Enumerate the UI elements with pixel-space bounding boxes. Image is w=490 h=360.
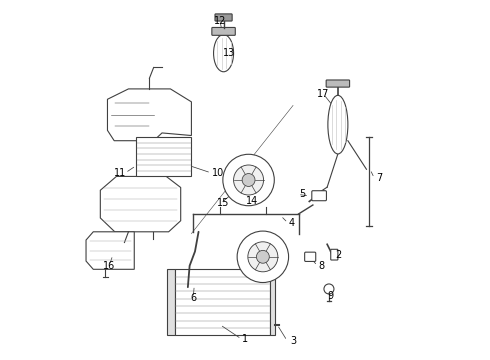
Circle shape (242, 174, 255, 186)
FancyBboxPatch shape (305, 252, 316, 261)
Text: 7: 7 (376, 173, 382, 183)
Bar (270, 269, 275, 336)
Text: 15: 15 (218, 198, 230, 208)
FancyBboxPatch shape (212, 27, 235, 35)
Text: 1: 1 (242, 334, 248, 344)
Circle shape (237, 231, 289, 283)
Text: 13: 13 (223, 48, 235, 58)
Ellipse shape (214, 35, 234, 72)
Ellipse shape (328, 95, 348, 154)
Text: 3: 3 (290, 336, 296, 346)
Circle shape (324, 284, 334, 294)
Text: 10: 10 (212, 168, 224, 178)
Text: 9: 9 (328, 291, 334, 301)
Text: 2: 2 (335, 250, 341, 260)
FancyBboxPatch shape (326, 80, 349, 87)
Circle shape (248, 242, 278, 272)
Polygon shape (86, 232, 134, 269)
Text: 14: 14 (246, 197, 258, 206)
Bar (136, 137, 192, 176)
FancyBboxPatch shape (312, 191, 326, 201)
Text: 6: 6 (190, 293, 196, 303)
Text: 11: 11 (114, 168, 126, 178)
Text: 16: 16 (103, 261, 115, 271)
Bar (168, 269, 175, 336)
Text: 12: 12 (214, 16, 226, 26)
Polygon shape (100, 176, 181, 232)
Bar (175, 269, 270, 336)
Text: 4: 4 (289, 218, 294, 228)
Polygon shape (107, 89, 192, 141)
Text: 5: 5 (299, 189, 305, 199)
FancyBboxPatch shape (331, 249, 338, 260)
Circle shape (234, 165, 264, 195)
Circle shape (223, 154, 274, 206)
Text: 8: 8 (318, 261, 325, 271)
Circle shape (256, 250, 270, 263)
FancyBboxPatch shape (215, 14, 232, 21)
Text: 17: 17 (318, 89, 330, 99)
